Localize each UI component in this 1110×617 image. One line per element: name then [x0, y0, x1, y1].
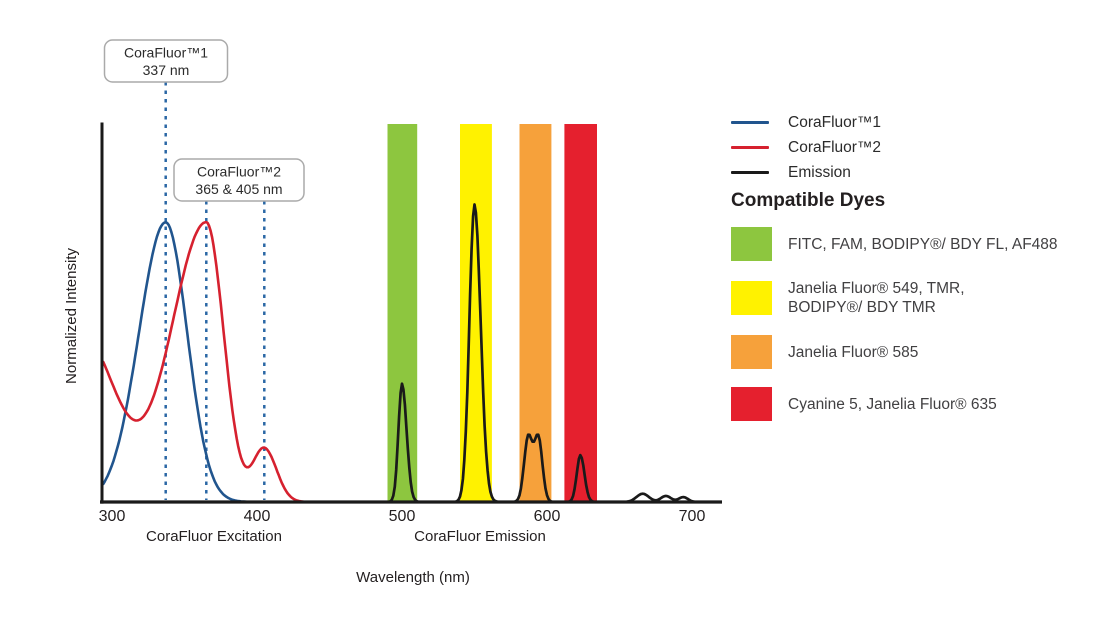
x-region-label-excitation: CoraFluor Excitation — [146, 528, 282, 545]
dye-color-swatch — [731, 281, 772, 315]
x-axis-title: Wavelength (nm) — [356, 569, 470, 586]
filter-band-4 — [564, 124, 597, 501]
emission-filter-bands — [387, 124, 597, 501]
callout-corafluor1-box — [103, 39, 229, 83]
x-tick-label-600: 600 — [534, 508, 561, 525]
callout-corafluor2-box — [173, 158, 305, 202]
dye-item: Janelia Fluor® 549, TMR, BODIPY®/ BDY TM… — [731, 279, 1103, 317]
dye-color-swatch — [731, 335, 772, 369]
compatible-dyes-heading: Compatible Dyes — [731, 190, 886, 211]
dye-color-swatch — [731, 227, 772, 261]
legend: CoraFluor™1 CoraFluor™2 Emission — [731, 114, 1103, 181]
filter-band-3 — [519, 124, 552, 501]
compatible-dyes-list: FITC, FAM, BODIPY®/ BDY FL, AF488 Janelia… — [731, 227, 1103, 421]
legend-line-swatch — [731, 146, 769, 149]
callout-corafluor1: CoraFluor™1 337 nm — [103, 39, 229, 83]
legend-item: Emission — [731, 164, 1103, 181]
dye-item: FITC, FAM, BODIPY®/ BDY FL, AF488 — [731, 227, 1103, 261]
dye-item: Cyanine 5, Janelia Fluor® 635 — [731, 387, 1103, 421]
callout-corafluor2: CoraFluor™2 365 & 405 nm — [173, 158, 305, 202]
curve-corafluor-1 — [102, 221, 276, 504]
filter-band-1 — [387, 124, 418, 501]
dye-color-swatch — [731, 387, 772, 421]
y-axis-title: Normalized Intensity — [63, 248, 80, 384]
legend-line-swatch — [731, 121, 769, 124]
x-region-label-emission: CoraFluor Emission — [414, 528, 546, 545]
legend-item: CoraFluor™2 — [731, 139, 1103, 156]
x-tick-label-700: 700 — [679, 508, 706, 525]
callout-corafluor1-title: CoraFluor™1 — [124, 45, 208, 61]
x-tick-labels: 300 400 500 600 700 — [99, 508, 706, 525]
x-tick-label-400: 400 — [244, 508, 271, 525]
x-tick-label-500: 500 — [389, 508, 416, 525]
dye-item-label: Cyanine 5, Janelia Fluor® 635 — [788, 395, 997, 413]
dye-item-label: FITC, FAM, BODIPY®/ BDY FL, AF488 — [788, 235, 1058, 253]
dye-item: Janelia Fluor® 585 — [731, 335, 1103, 369]
curve-corafluor-2 — [102, 220, 341, 504]
legend-item: CoraFluor™1 — [731, 114, 1103, 131]
x-tick-label-300: 300 — [99, 508, 126, 525]
legend-item-label: Emission — [788, 163, 851, 181]
callout-corafluor2-title: CoraFluor™2 — [197, 164, 281, 180]
legend-item-label: CoraFluor™2 — [788, 138, 882, 156]
dye-item-label: Janelia Fluor® 585 — [788, 343, 919, 361]
callout-corafluor1-wavelength: 337 nm — [143, 62, 190, 78]
legend-item-label: CoraFluor™1 — [788, 113, 882, 131]
spectra-chart: 300 400 500 600 700 Normalized Intensity Cor… — [63, 39, 722, 586]
legend-line-swatch — [731, 171, 769, 174]
dye-item-label: Janelia Fluor® 549, TMR, BODIPY®/ BDY TM… — [788, 280, 965, 316]
legend-panel: CoraFluor™1 CoraFluor™2 Emission Compatibl… — [731, 114, 1103, 439]
callout-corafluor2-wavelength: 365 & 405 nm — [195, 181, 282, 197]
